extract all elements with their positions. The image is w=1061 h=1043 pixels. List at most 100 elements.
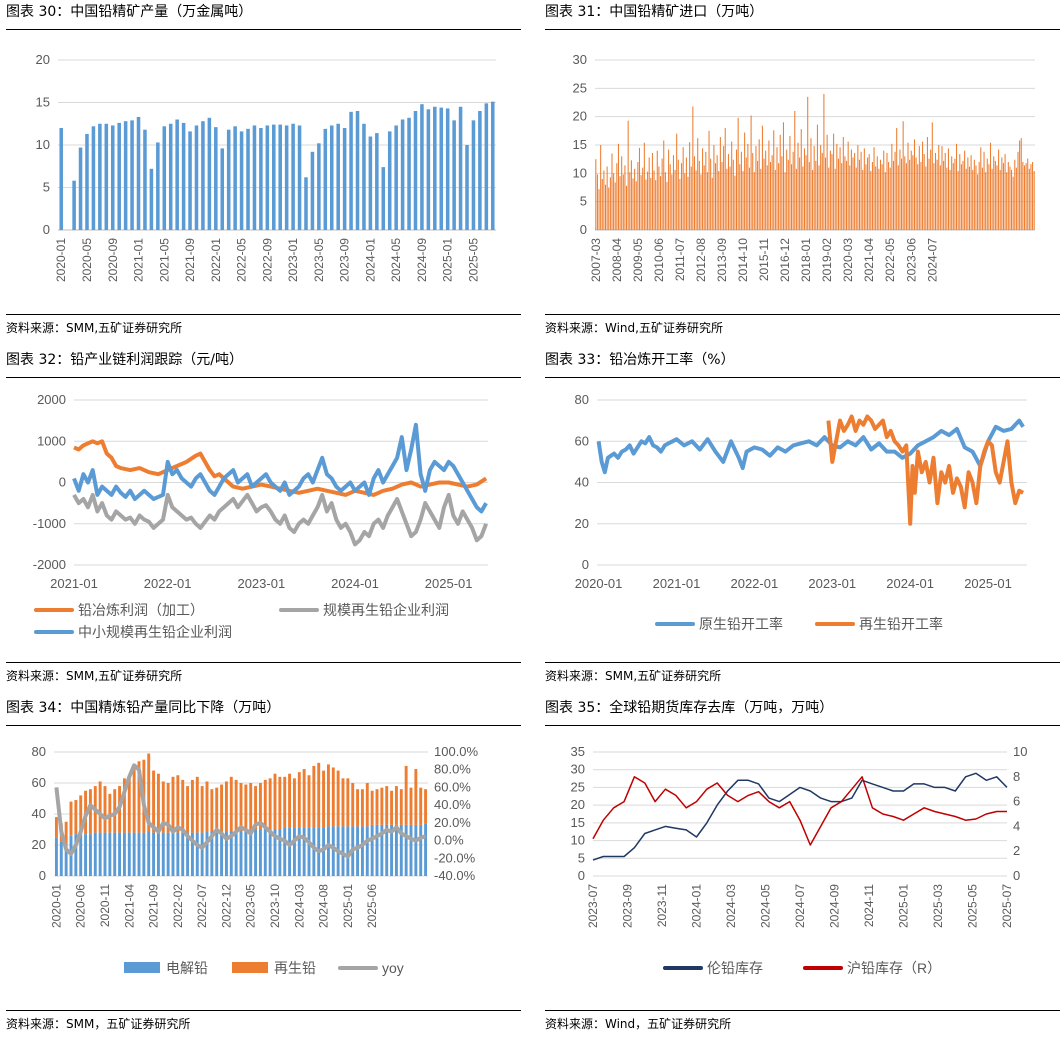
bar [663,140,665,230]
bar [962,160,964,230]
bar-recycled [132,765,136,833]
bar [748,167,751,230]
y-tick-label: 15 [571,815,585,830]
bar-recycled [297,772,301,828]
bar-electrolytic [331,826,335,876]
bar [609,177,611,230]
x-tick-label: 2023-01 [808,576,856,591]
bar [981,167,983,230]
bar [252,125,257,230]
bar [381,167,386,230]
bar-electrolytic [122,832,126,876]
bar [484,103,489,230]
bar [999,169,1001,230]
bar-recycled [108,793,112,833]
bar [726,168,728,230]
bar-electrolytic [399,824,403,876]
bar [912,155,914,230]
y2-tick-label: 40.0% [434,797,471,812]
bar-electrolytic [171,832,175,876]
bar [946,167,948,230]
bar [905,163,907,230]
bar [867,157,869,230]
bar-recycled [220,784,224,832]
x-tick-label: 2023-01 [286,238,300,282]
bar [934,152,937,230]
bar [635,181,637,230]
bar [705,151,707,230]
bar [852,157,854,230]
source-rule [6,1010,521,1011]
bar [789,135,791,230]
y-tick-label: 2000 [37,392,66,407]
bar-recycled [186,786,190,833]
bar [734,175,736,230]
bar [943,160,945,230]
x-tick-label: 2022-01 [209,238,223,282]
bar [452,120,456,230]
bar [842,137,844,230]
bar-electrolytic [356,826,360,876]
title-rule [6,377,521,378]
bar [805,155,807,230]
bar-recycled [385,786,389,825]
bar [703,165,705,230]
bar-recycled [234,779,238,832]
bar [175,119,179,230]
panel-1: 图表 31：中国铅精矿进口（万吨） 0 5 10 15 20 25 30 2007-03 200… [545,2,1060,347]
bar [246,128,250,230]
bar [977,174,979,230]
bar-electrolytic [229,831,233,876]
y-tick-label: 15 [573,137,587,152]
bar [669,164,671,230]
chart-1: 0 5 10 15 20 25 30 2007-03 2008-04 2009-05 2010-06… [573,52,1035,282]
bar [110,125,115,230]
x-tick-label: 2024-01 [690,884,704,928]
bar [884,172,886,230]
x-tick-label: 2023-07 [586,884,600,928]
bar [685,157,687,230]
x-tick-label: 2022-12 [219,884,233,928]
bar [598,189,600,230]
bar [1007,162,1009,230]
bar [897,165,899,230]
bar [989,142,992,230]
bar [59,128,63,230]
bar [737,117,739,230]
bar [947,148,949,230]
x-tick-label: 2007-03 [589,238,603,282]
x-tick-label: 2025-05 [466,238,480,282]
series-line [72,422,488,514]
bar [676,133,678,230]
x-tick-label: 2020-05 [80,238,94,282]
y2-tick-label: 0 [1013,868,1020,883]
bar [1006,172,1008,230]
bar [708,130,710,230]
bar [1015,167,1017,230]
bar [394,125,398,230]
bar [863,148,865,230]
x-tick-label: 2021-04 [122,884,136,928]
bar [317,143,321,230]
bar [750,115,752,230]
bar-electrolytic [137,832,141,876]
bar [779,134,781,230]
bar [1030,164,1032,230]
bar-recycled [176,775,180,833]
x-tick-label: 2022-05 [235,238,249,282]
chart-2: -2000 -1000 0 1000 2000 2021-01 2022-01 2023-01… [33,392,488,640]
y2-tick-label: -40.0% [434,868,476,883]
y-tick-label: 20 [36,52,50,67]
bar-electrolytic [302,827,306,876]
bar-electrolytic [59,841,63,876]
bar-electrolytic [424,823,428,876]
x-tick-label: 2023-09 [338,238,352,282]
bar [278,124,282,230]
bar [1019,140,1021,230]
y-tick-label: 0 [59,475,66,490]
bar [284,125,289,230]
title-rule [545,377,1060,378]
bar-electrolytic [258,829,262,876]
bar [839,147,841,230]
bar [868,154,870,230]
